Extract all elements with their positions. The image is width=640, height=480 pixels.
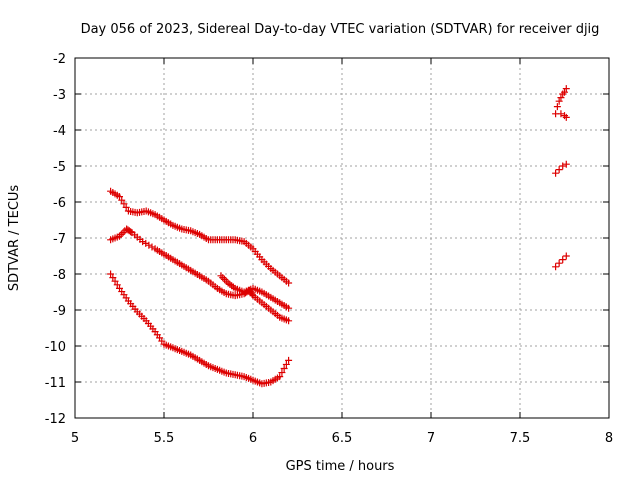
data-point [278, 369, 286, 377]
y-tick-label: -5 [53, 160, 66, 175]
data-point [555, 166, 563, 174]
data-point [282, 360, 290, 368]
x-axis-label: GPS time / hours [286, 459, 395, 474]
data-point [552, 169, 560, 177]
data-point [555, 97, 563, 105]
data-point [561, 112, 568, 120]
data-point [107, 270, 115, 278]
data-point [145, 241, 153, 249]
data-point [122, 203, 130, 211]
data-point [562, 252, 570, 260]
data-point [113, 281, 121, 289]
data-point [111, 277, 119, 285]
points-layer [107, 85, 570, 388]
data-point [221, 275, 229, 283]
y-tick-label: -12 [45, 412, 66, 427]
y-tick-label: -11 [45, 376, 66, 391]
x-tick-label: 7.5 [510, 431, 531, 446]
data-point [559, 256, 567, 264]
y-tick-label: -10 [45, 340, 66, 355]
y-tick-label: -8 [53, 268, 66, 283]
y-tick-label: -7 [53, 232, 66, 247]
data-point [116, 193, 123, 201]
data-point [276, 373, 284, 381]
ticks-layer: 5 5.5 6 6.5 7 7.5 8 -12 -11 -10 -9 -8 -7 -6 -5 -4 -3 -2 [45, 52, 613, 446]
x-tick-label: 6.5 [332, 431, 353, 446]
x-tick-label: 7 [427, 431, 435, 446]
data-point [285, 304, 293, 312]
data-point [248, 290, 256, 298]
y-axis-label: SDTVAR / TECUs [7, 185, 22, 292]
data-point [562, 160, 570, 168]
x-tick-label: 5 [71, 431, 79, 446]
data-point [562, 113, 570, 121]
data-point [285, 279, 293, 287]
data-point [553, 103, 561, 111]
data-point [120, 200, 128, 208]
data-point [561, 88, 568, 96]
y-tick-label: -4 [53, 124, 66, 139]
y-tick-label: -2 [53, 52, 66, 67]
data-point [285, 317, 293, 325]
data-point [557, 94, 565, 102]
data-point [219, 274, 227, 282]
x-tick-label: 5.5 [154, 431, 175, 446]
data-point [562, 85, 570, 93]
data-point [280, 365, 288, 372]
data-point [127, 228, 135, 236]
chart-title: Day 056 of 2023, Sidereal Day-to-day VTE… [81, 22, 600, 37]
data-point [109, 274, 117, 282]
data-point [217, 272, 225, 280]
data-point [557, 110, 565, 118]
data-point [559, 162, 567, 170]
x-tick-label: 8 [605, 431, 613, 446]
data-point [142, 239, 150, 247]
data-point [118, 196, 126, 204]
y-tick-label: -9 [53, 304, 66, 319]
data-point [559, 90, 567, 98]
x-tick-label: 6 [249, 431, 257, 446]
data-point [285, 356, 293, 364]
y-tick-label: -6 [53, 196, 66, 211]
y-tick-label: -3 [53, 88, 66, 103]
data-point [552, 263, 560, 271]
data-point [222, 277, 230, 285]
grid-layer [75, 58, 609, 418]
data-point [555, 259, 563, 267]
data-point [148, 243, 156, 251]
